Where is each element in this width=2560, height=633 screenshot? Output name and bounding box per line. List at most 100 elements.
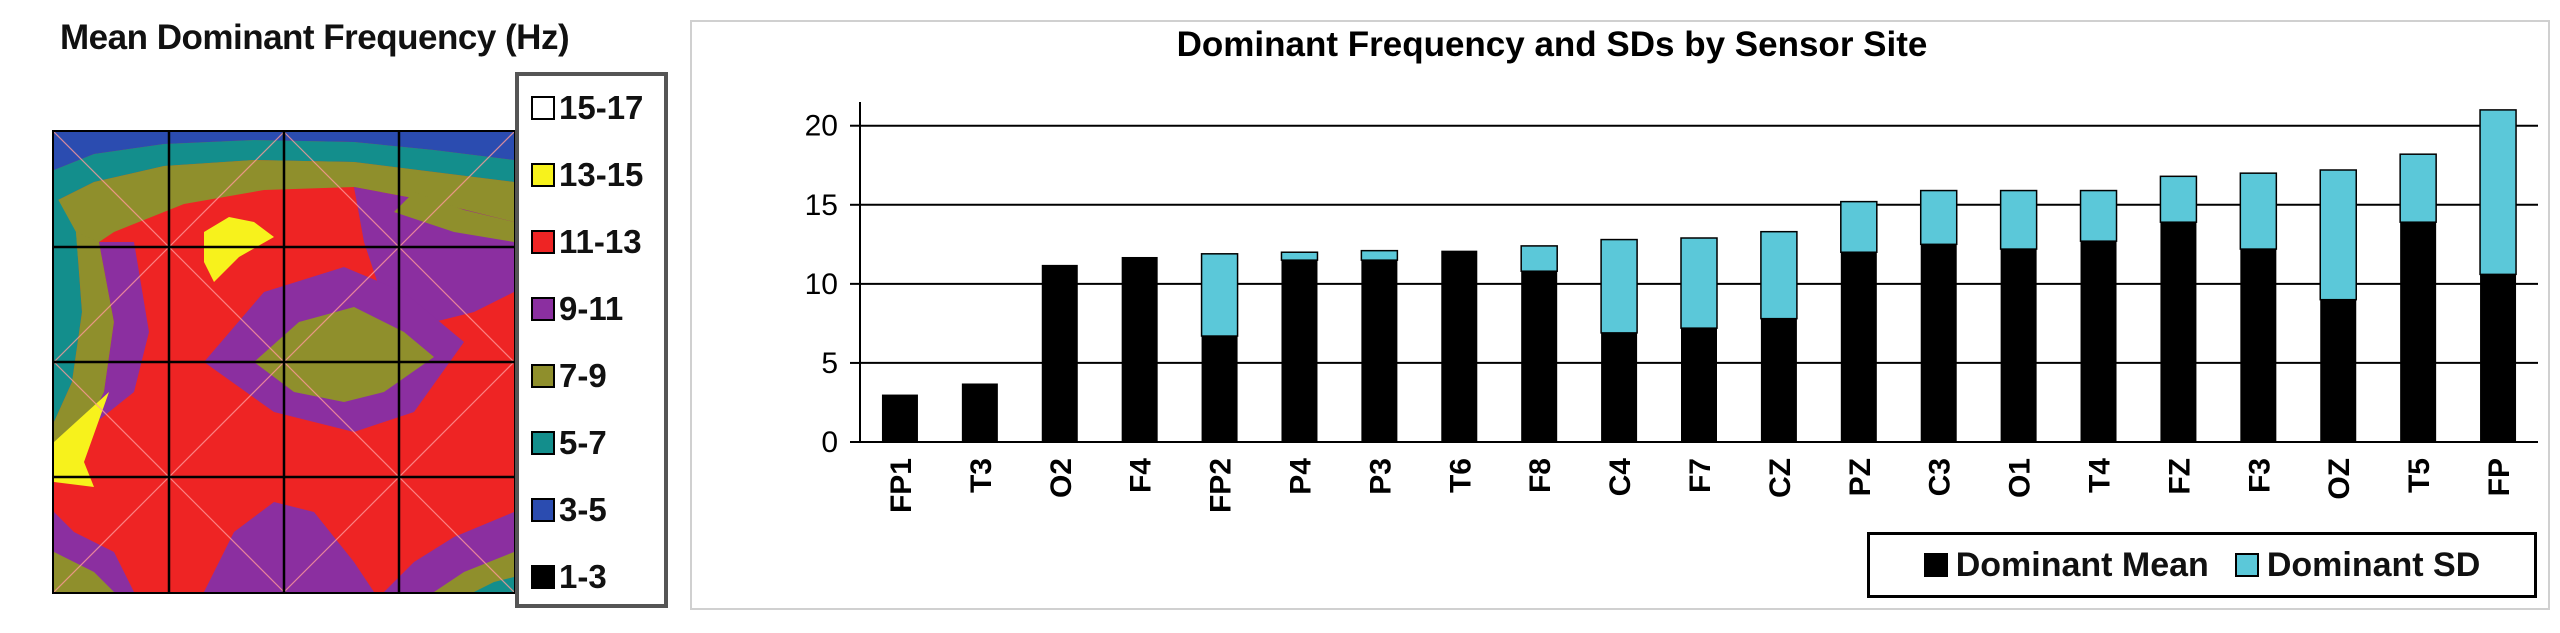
bar-t6-mean bbox=[1441, 250, 1478, 442]
legend-swatch-1-3 bbox=[531, 565, 555, 589]
bar-chart-panel: Dominant Frequency and SDs by Sensor Sit… bbox=[690, 20, 2550, 610]
bar-f8-mean bbox=[1521, 271, 1558, 442]
bar-fp-sd bbox=[2479, 109, 2517, 276]
category-label-p3: P3 bbox=[1364, 458, 1397, 495]
contour-right-olive bbox=[394, 192, 514, 242]
bar-chart: Dominant Frequency and SDs by Sensor Sit… bbox=[805, 25, 2538, 513]
chart-legend-swatch-mean bbox=[1923, 553, 1948, 577]
contour-map-title: Mean Dominant Frequency (Hz) bbox=[60, 18, 570, 57]
contour-yellow-spot-top bbox=[204, 217, 274, 282]
dominant-frequency-contour-map bbox=[52, 130, 516, 594]
bar-oz-sd bbox=[2319, 169, 2357, 301]
legend-swatch-3-5 bbox=[531, 498, 555, 522]
bar-f8-sd bbox=[1520, 245, 1558, 272]
contour-left-purple bbox=[84, 242, 149, 432]
legend-swatch-11-13 bbox=[531, 230, 555, 254]
bar-f4-mean bbox=[1121, 256, 1158, 442]
legend-item-5-7: 5-7 bbox=[531, 423, 607, 463]
bar-p4-mean bbox=[1281, 260, 1318, 442]
legend-label-1-3: 1-3 bbox=[559, 558, 607, 595]
category-label-f4: F4 bbox=[1125, 458, 1158, 493]
category-label-f3: F3 bbox=[2243, 458, 2276, 493]
bar-fp-mean bbox=[2480, 274, 2517, 442]
category-label-t3: T3 bbox=[965, 458, 998, 493]
contour-center-olive bbox=[254, 307, 434, 402]
contour-grid bbox=[54, 132, 514, 592]
legend-item-15-17: 15-17 bbox=[531, 88, 643, 128]
bar-p3-mean bbox=[1361, 260, 1398, 442]
y-tick-label-5: 5 bbox=[821, 347, 838, 380]
chart-legend-label-mean: Dominant Mean bbox=[1955, 545, 2209, 584]
category-label-c4: C4 bbox=[1604, 458, 1637, 497]
category-label-f7: F7 bbox=[1684, 458, 1717, 493]
legend-label-13-15: 13-15 bbox=[559, 156, 644, 193]
legend-label-3-5: 3-5 bbox=[559, 491, 607, 528]
category-label-cz: CZ bbox=[1764, 458, 1797, 498]
category-label-fz: FZ bbox=[2163, 458, 2196, 495]
bar-fp1-mean bbox=[881, 394, 918, 442]
category-label-f8: F8 bbox=[1524, 458, 1557, 493]
contour-bottom-middle-purple bbox=[204, 502, 374, 592]
y-tick-label-0: 0 bbox=[821, 426, 838, 459]
category-label-t5: T5 bbox=[2403, 458, 2436, 493]
contour-legend: 15-17 13-15 11-13 9-11 7-9 5-7 3-5 1-3 bbox=[515, 72, 668, 608]
bar-oz-mean bbox=[2320, 299, 2357, 442]
category-label-fp2: FP2 bbox=[1205, 458, 1238, 513]
bar-cz-mean bbox=[1760, 318, 1797, 442]
bar-fz-mean bbox=[2160, 222, 2197, 442]
legend-item-7-9: 7-9 bbox=[531, 356, 607, 396]
bar-fz-sd bbox=[2159, 175, 2198, 223]
contour-yellow-spot-left bbox=[54, 392, 109, 487]
chart-legend-swatch-sd bbox=[2234, 553, 2259, 577]
bar-f7-sd bbox=[1680, 237, 1718, 329]
legend-swatch-7-9 bbox=[531, 364, 555, 388]
legend-item-11-13: 11-13 bbox=[531, 222, 642, 262]
bar-c3-mean bbox=[1920, 244, 1957, 442]
bar-f3-mean bbox=[2240, 249, 2277, 442]
contour-bottom-left-olive bbox=[54, 552, 114, 592]
legend-label-9-11: 9-11 bbox=[559, 290, 624, 327]
bar-c4-sd bbox=[1600, 238, 1638, 334]
chart-y-ticks: 0 5 10 15 20 bbox=[805, 110, 860, 459]
category-label-fp: FP bbox=[2483, 458, 2516, 496]
contour-left-olive bbox=[54, 232, 114, 462]
legend-item-9-11: 9-11 bbox=[531, 289, 623, 329]
legend-item-1-3: 1-3 bbox=[531, 557, 607, 597]
legend-swatch-9-11 bbox=[531, 297, 555, 321]
bar-c3-sd bbox=[1919, 189, 1958, 246]
bar-t5-sd bbox=[2399, 153, 2437, 223]
category-label-fp1: FP1 bbox=[885, 458, 918, 513]
category-label-t6: T6 bbox=[1444, 458, 1477, 493]
bar-f3-sd bbox=[2239, 172, 2278, 250]
y-tick-label-15: 15 bbox=[805, 189, 838, 222]
chart-title: Dominant Frequency and SDs by Sensor Sit… bbox=[1177, 25, 1928, 64]
y-tick-label-20: 20 bbox=[805, 110, 838, 143]
bar-p3-sd bbox=[1360, 249, 1399, 261]
legend-label-5-7: 5-7 bbox=[559, 424, 607, 461]
category-label-o1: O1 bbox=[2004, 458, 2037, 498]
bar-fp2-mean bbox=[1201, 336, 1238, 442]
contour-bottom-right-teal bbox=[474, 577, 514, 592]
legend-label-11-13: 11-13 bbox=[559, 223, 642, 260]
bar-o1-sd bbox=[1999, 189, 2038, 250]
chart-category-labels: FP1 T3 O2 F4 FP2 P4 P3 T6 F8 C4 F7 CZ PZ C3 O1 T4 FZ F3 OZ… bbox=[885, 458, 2516, 513]
bar-o1-mean bbox=[2000, 249, 2037, 442]
contour-left-teal bbox=[54, 192, 82, 422]
bar-o2-mean bbox=[1041, 264, 1078, 442]
category-label-c3: C3 bbox=[1924, 458, 1957, 496]
legend-swatch-15-17 bbox=[531, 96, 555, 120]
bar-p4-sd bbox=[1280, 251, 1319, 261]
bar-cz-sd bbox=[1760, 230, 1798, 320]
category-label-t4: T4 bbox=[2084, 458, 2117, 493]
legend-label-15-17: 15-17 bbox=[559, 89, 644, 126]
legend-item-13-15: 13-15 bbox=[531, 155, 643, 195]
category-label-p4: P4 bbox=[1284, 458, 1317, 495]
bar-t5-mean bbox=[2400, 222, 2437, 442]
bar-fp2-sd bbox=[1200, 253, 1239, 337]
bar-t3-mean bbox=[961, 383, 998, 442]
chart-legend: Dominant Mean Dominant SD bbox=[1867, 532, 2537, 598]
bar-t4-mean bbox=[2080, 241, 2117, 442]
chart-legend-item-sd: Dominant SD bbox=[2234, 546, 2480, 585]
bar-pz-mean bbox=[1840, 252, 1877, 442]
bar-f7-mean bbox=[1681, 328, 1717, 442]
